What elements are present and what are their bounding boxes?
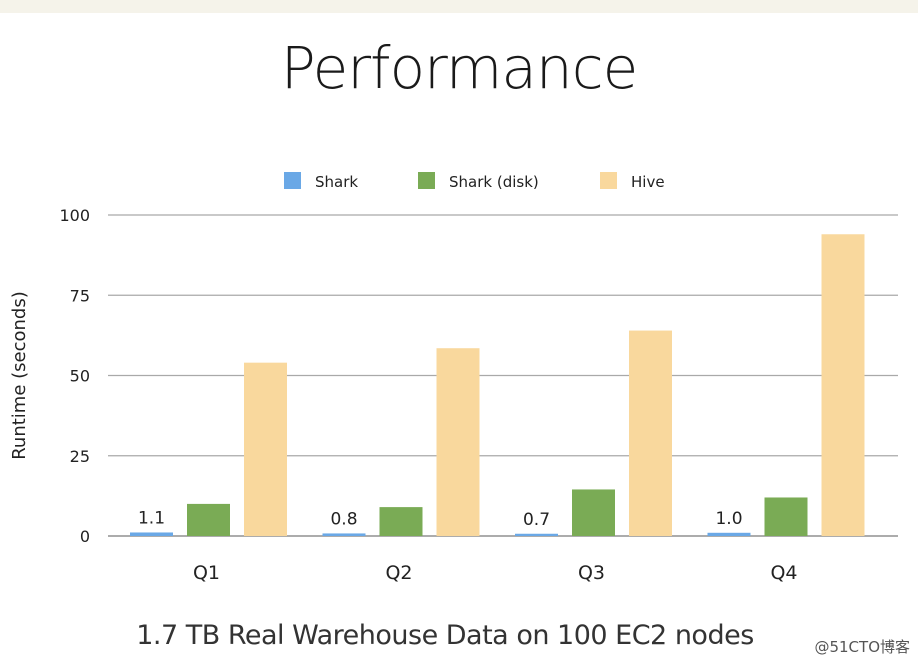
y-tick-label: 50 [70,367,90,386]
bar [572,489,615,536]
chart-title: Performance [280,34,639,102]
bar [764,497,808,536]
bar [436,348,480,536]
data-label: 0.7 [523,510,550,530]
legend-label: Hive [631,173,665,191]
bar [515,533,558,536]
legend-swatch [418,172,435,189]
chart-subtitle: 1.7 TB Real Warehouse Data on 100 EC2 no… [136,620,754,651]
y-tick-label: 25 [70,447,90,466]
bar [821,234,865,536]
top-strip [0,0,918,13]
bar [629,330,672,536]
bar [322,533,366,536]
legend-label: Shark (disk) [449,173,539,191]
data-label: 0.8 [330,509,357,529]
x-tick-label: Q1 [193,562,220,584]
y-tick-label: 100 [59,206,90,225]
data-label: 1.1 [138,508,165,528]
watermark: @51CTO博客 [814,638,910,656]
bar [379,507,423,536]
y-axis-label: Runtime (seconds) [9,291,30,460]
legend-swatch [284,172,301,189]
legend-swatch [600,172,617,189]
bar [707,532,751,536]
y-tick-label: 75 [70,286,90,305]
x-tick-label: Q2 [385,562,412,584]
bar [187,503,230,536]
x-tick-label: Q4 [770,562,797,584]
y-tick-label: 0 [80,527,90,546]
data-label: 1.0 [715,509,742,529]
legend-label: Shark [315,173,358,191]
bar [244,362,287,536]
bar [130,532,173,536]
x-tick-label: Q3 [578,562,605,584]
